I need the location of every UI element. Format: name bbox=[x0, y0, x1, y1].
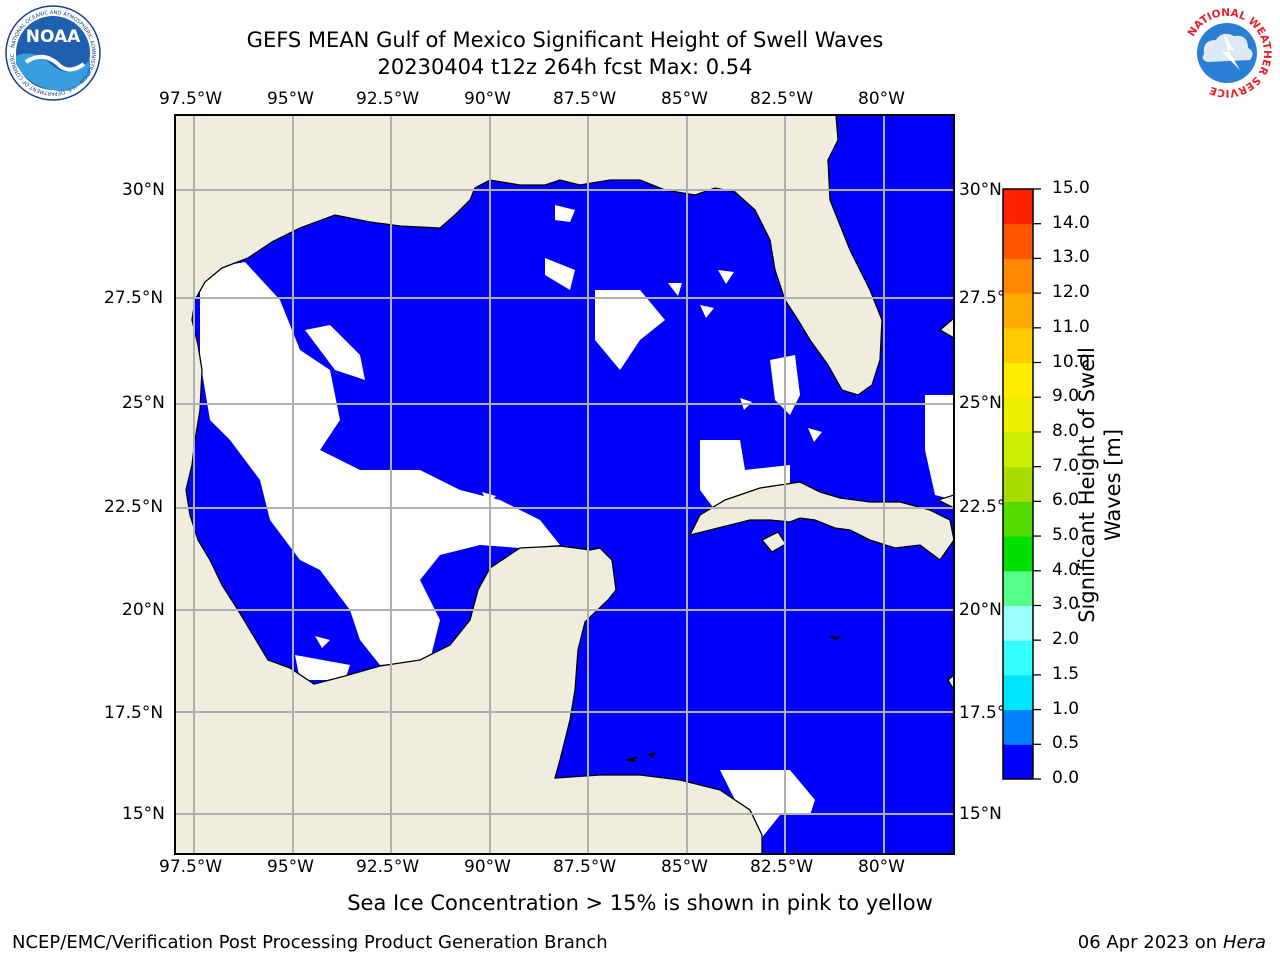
nws-logo: NATIONAL WEATHER SERVICE bbox=[1180, 6, 1274, 100]
lon-label: 92.5°W bbox=[356, 857, 420, 877]
colorbar-segment bbox=[1003, 605, 1033, 641]
lon-label: 90°W bbox=[464, 89, 511, 109]
colorbar-segment bbox=[1003, 674, 1033, 711]
lat-label: 30°N bbox=[959, 180, 1002, 200]
colorbar-tick-label: 14.0 bbox=[1052, 212, 1090, 233]
colorbar-frame bbox=[1002, 188, 1034, 780]
colorbar-segment bbox=[1003, 501, 1033, 537]
lon-label: 97.5°W bbox=[159, 857, 223, 877]
sea-ice-note: Sea Ice Concentration > 15% is shown in … bbox=[347, 891, 933, 915]
map-subtitle: 20230404 t12z 264h fcst Max: 0.54 bbox=[377, 55, 753, 79]
lat-label: 22.5°N bbox=[104, 497, 164, 517]
lat-label: 25°N bbox=[959, 393, 1002, 413]
colorbar-tick-label: 5.0 bbox=[1052, 525, 1080, 546]
footer-date: 06 Apr 2023 on Hera bbox=[1078, 932, 1266, 953]
lat-label: 17.5°N bbox=[104, 703, 164, 723]
colorbar bbox=[1002, 188, 1041, 780]
no-data-areas bbox=[200, 205, 954, 840]
colorbar-segment bbox=[1003, 640, 1033, 676]
colorbar-tick-label: 2.0 bbox=[1052, 629, 1080, 650]
colorbar-label-line1: Significant Height of Swell bbox=[1075, 347, 1099, 623]
map-title: GEFS MEAN Gulf of Mexico Significant Hei… bbox=[246, 28, 884, 52]
noaa-logo-text: NOAA bbox=[26, 27, 81, 47]
footer-credit: NCEP/EMC/Verification Post Processing Pr… bbox=[12, 932, 608, 953]
lat-label: 20°N bbox=[122, 600, 165, 620]
colorbar-tick-label: 7.0 bbox=[1052, 455, 1080, 476]
colorbar-tick-label: 10.0 bbox=[1052, 351, 1090, 372]
lon-label: 80°W bbox=[858, 89, 905, 109]
footer-host: Hera bbox=[1222, 932, 1266, 953]
colorbar-tick-label: 11.0 bbox=[1052, 316, 1090, 337]
map-frame bbox=[174, 114, 955, 855]
colorbar-tick-label: 1.5 bbox=[1052, 663, 1080, 684]
colorbar-tick-label: 4.0 bbox=[1052, 559, 1080, 580]
lon-label: 85°W bbox=[661, 89, 708, 109]
colorbar-segment bbox=[1003, 709, 1033, 745]
colorbar-segment bbox=[1003, 570, 1033, 606]
lon-label: 87.5°W bbox=[553, 89, 617, 109]
colorbar-segment bbox=[1003, 189, 1033, 225]
footer-date-text: 06 Apr 2023 on bbox=[1077, 932, 1223, 953]
colorbar-tick-label: 0.5 bbox=[1052, 733, 1080, 754]
colorbar-segment bbox=[1003, 431, 1033, 468]
lon-label: 87.5°W bbox=[553, 857, 617, 877]
lon-label: 85°W bbox=[661, 857, 708, 877]
small-islands bbox=[624, 636, 842, 762]
colorbar-segment bbox=[1003, 362, 1033, 398]
colorbar-tick-label: 0.0 bbox=[1052, 768, 1080, 788]
colorbar-segment bbox=[1003, 466, 1033, 502]
lon-label: 97.5°W bbox=[159, 89, 223, 109]
colorbar-tick-label: 6.0 bbox=[1052, 490, 1080, 511]
lon-label: 80°W bbox=[858, 857, 905, 877]
lon-label: 95°W bbox=[267, 857, 314, 877]
colorbar-tick-label: 8.0 bbox=[1052, 420, 1080, 441]
colorbar-tick-label: 13.0 bbox=[1052, 247, 1090, 268]
lon-label: 90°W bbox=[464, 857, 511, 877]
lat-label: 15°N bbox=[959, 804, 1002, 824]
colorbar-segment bbox=[1003, 223, 1033, 259]
lat-label: 27.5°N bbox=[104, 288, 164, 308]
colorbar-tick-label: 9.0 bbox=[1052, 386, 1080, 407]
graticule bbox=[175, 115, 954, 854]
lon-label: 95°W bbox=[267, 89, 314, 109]
lat-label: 20°N bbox=[959, 600, 1002, 620]
colorbar-tick-label: 12.0 bbox=[1052, 282, 1090, 303]
lat-label: 30°N bbox=[122, 180, 165, 200]
colorbar-segment bbox=[1003, 536, 1033, 572]
colorbar-tick-label: 3.0 bbox=[1052, 594, 1080, 615]
colorbar-tick-label: 1.0 bbox=[1052, 698, 1080, 719]
colorbar-segment bbox=[1003, 327, 1033, 364]
colorbar-segment bbox=[1003, 744, 1033, 780]
colorbar-segment bbox=[1003, 258, 1033, 294]
lat-label: 25°N bbox=[122, 393, 165, 413]
lon-label: 82.5°W bbox=[750, 89, 814, 109]
lon-label: 92.5°W bbox=[356, 89, 420, 109]
colorbar-label-line2: Waves [m] bbox=[1101, 428, 1125, 542]
colorbar-segment bbox=[1003, 397, 1033, 433]
noaa-logo: NOAA NATIONAL OCEANIC AND ATMOSPHERIC AD… bbox=[4, 4, 101, 101]
lat-label: 15°N bbox=[122, 804, 165, 824]
colorbar-tick-label: 15.0 bbox=[1052, 178, 1090, 198]
colorbar-segment bbox=[1003, 293, 1033, 329]
lon-label: 82.5°W bbox=[750, 857, 814, 877]
